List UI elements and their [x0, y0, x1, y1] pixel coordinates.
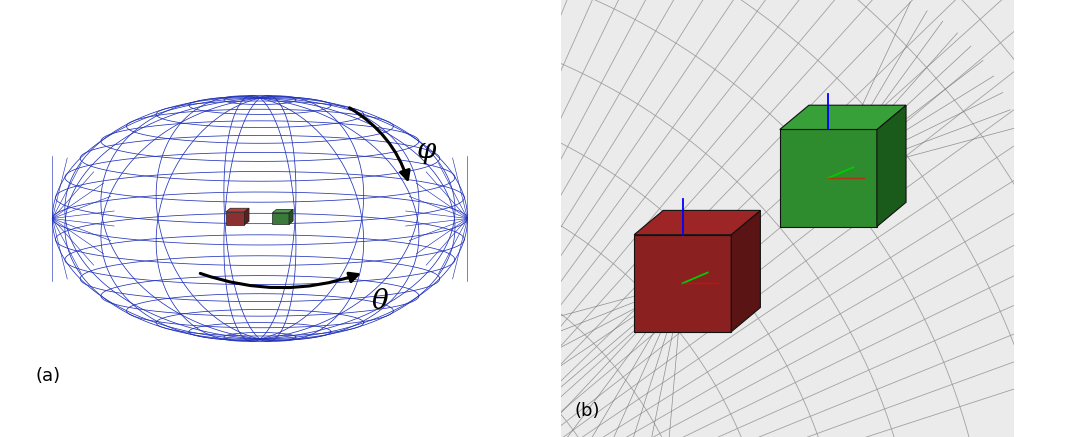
Polygon shape — [780, 105, 906, 129]
Polygon shape — [877, 105, 906, 227]
Polygon shape — [225, 208, 249, 212]
Polygon shape — [635, 235, 731, 332]
Text: (a): (a) — [36, 367, 61, 385]
Polygon shape — [273, 209, 293, 213]
Polygon shape — [635, 210, 760, 235]
Text: θ: θ — [371, 288, 389, 315]
Polygon shape — [225, 212, 245, 225]
Bar — [561, 0, 1015, 437]
Text: φ: φ — [416, 136, 435, 163]
Polygon shape — [780, 129, 877, 227]
Polygon shape — [289, 209, 293, 224]
Polygon shape — [245, 208, 249, 225]
Text: (b): (b) — [575, 402, 600, 420]
Polygon shape — [273, 213, 289, 224]
Polygon shape — [731, 210, 760, 332]
